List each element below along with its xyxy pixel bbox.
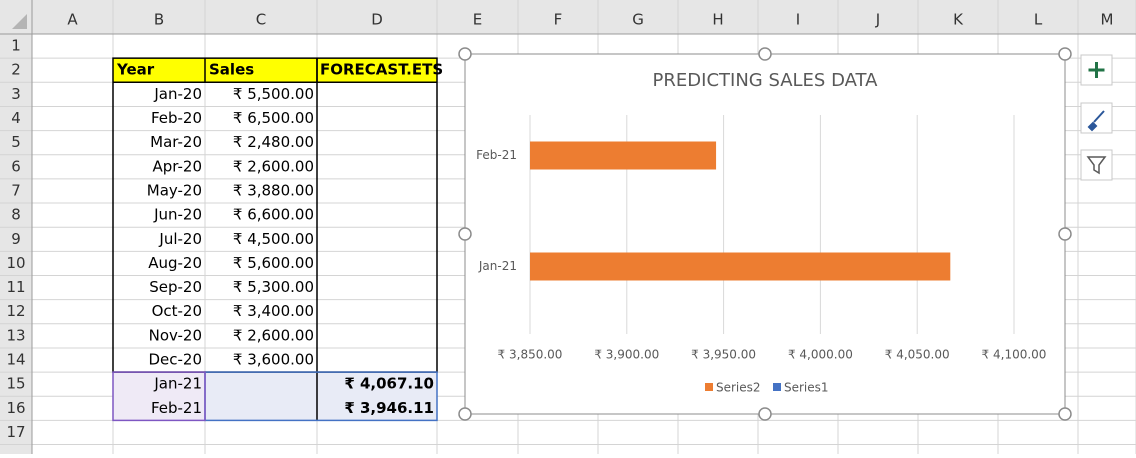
forecast-cell: ₹ 4,067.10 <box>344 375 434 393</box>
column-header: A <box>67 11 78 29</box>
table-header: FORECAST.ETS <box>320 61 443 79</box>
plus-icon <box>1088 62 1105 78</box>
year-cell: May-20 <box>147 181 202 199</box>
row-header-bar <box>0 34 32 454</box>
year-cell: Feb-21 <box>151 399 202 417</box>
category-label: Jan-21 <box>478 259 517 273</box>
row-header: 11 <box>6 278 25 296</box>
sales-cell: ₹ 3,600.00 <box>233 351 314 369</box>
year-cell: Jan-21 <box>153 375 202 393</box>
resize-handle <box>458 47 472 61</box>
x-tick-label: ₹ 3,950.00 <box>691 348 756 362</box>
column-header: B <box>154 11 164 29</box>
year-cell: Jul-20 <box>158 230 202 248</box>
legend-swatch <box>773 383 781 391</box>
column-header: L <box>1034 11 1043 29</box>
row-header: 16 <box>6 399 25 417</box>
x-tick-label: ₹ 4,000.00 <box>788 348 853 362</box>
legend-swatch <box>705 383 713 391</box>
year-cell: Apr-20 <box>153 157 203 175</box>
chart-title: PREDICTING SALES DATA <box>653 70 879 91</box>
row-header: 7 <box>11 181 21 199</box>
row-header: 8 <box>11 206 21 224</box>
row-header: 12 <box>6 302 25 320</box>
resize-handle <box>1058 407 1072 421</box>
row-header: 1 <box>11 37 21 55</box>
sales-cell: ₹ 4,500.00 <box>233 230 314 248</box>
row-header: 5 <box>11 133 21 151</box>
chart-area <box>464 53 1066 415</box>
select-all <box>12 14 27 29</box>
column-header: D <box>371 11 383 29</box>
x-tick-label: ₹ 4,100.00 <box>982 348 1047 362</box>
row-header: 4 <box>11 109 21 127</box>
sales-cell: ₹ 2,600.00 <box>233 326 314 344</box>
legend-label: Series2 <box>716 381 761 395</box>
row-header: 2 <box>11 61 21 79</box>
header-fill <box>113 58 437 83</box>
year-cell: Oct-20 <box>152 302 202 320</box>
forecast-cell: ₹ 3,946.11 <box>344 399 434 417</box>
table-header: Sales <box>209 61 254 79</box>
resize-handle <box>458 407 472 421</box>
year-cell: Dec-20 <box>148 351 202 369</box>
year-cell: Jun-20 <box>153 206 202 224</box>
row-header: 3 <box>11 85 21 103</box>
table-header: Year <box>116 61 155 79</box>
year-cell: Nov-20 <box>149 326 202 344</box>
sales-cell: ₹ 2,480.00 <box>233 133 314 151</box>
resize-handle <box>1058 227 1072 241</box>
x-tick-label: ₹ 4,050.00 <box>885 348 950 362</box>
year-cell: Feb-20 <box>151 109 202 127</box>
resize-handle <box>758 407 772 421</box>
column-header: C <box>256 11 266 29</box>
row-header: 10 <box>6 254 25 272</box>
row-header: 9 <box>11 230 21 248</box>
category-label: Feb-21 <box>476 148 517 162</box>
resize-handle <box>458 227 472 241</box>
resize-handle <box>758 47 772 61</box>
brush-icon <box>1087 110 1105 132</box>
row-header: 6 <box>11 157 21 175</box>
year-cell: Jan-20 <box>153 85 202 103</box>
row-header: 14 <box>6 351 25 369</box>
column-header-bar <box>0 0 1136 34</box>
legend-label: Series1 <box>784 381 829 395</box>
sales-cell: ₹ 5,500.00 <box>233 85 314 103</box>
column-header: J <box>875 11 880 29</box>
x-tick-label: ₹ 3,900.00 <box>594 348 659 362</box>
sales-cell: ₹ 2,600.00 <box>233 157 314 175</box>
filter-icon <box>1086 156 1107 175</box>
bar <box>530 141 717 170</box>
year-cell: Sep-20 <box>149 278 202 296</box>
row-header: 13 <box>6 326 25 344</box>
row-header: 17 <box>6 423 25 441</box>
sales-cell: ₹ 5,600.00 <box>233 254 314 272</box>
sales-cell: ₹ 6,600.00 <box>233 206 314 224</box>
row-header: 15 <box>6 375 25 393</box>
column-header: G <box>632 11 644 29</box>
sales-cell: ₹ 6,500.00 <box>233 109 314 127</box>
column-header: I <box>796 11 800 29</box>
resize-handle <box>1058 47 1072 61</box>
range-highlight-purple <box>112 371 206 422</box>
year-cell: Aug-20 <box>148 254 202 272</box>
column-header: H <box>712 11 723 29</box>
sales-cell: ₹ 3,880.00 <box>233 181 314 199</box>
column-header: M <box>1101 11 1114 29</box>
sales-cell: ₹ 5,300.00 <box>233 278 314 296</box>
column-header: K <box>953 11 964 29</box>
selection-fill-b <box>113 372 205 421</box>
year-cell: Mar-20 <box>150 133 202 151</box>
bar <box>530 252 951 281</box>
sales-cell: ₹ 3,400.00 <box>233 302 314 320</box>
column-header: F <box>554 11 563 29</box>
x-tick-label: ₹ 3,850.00 <box>498 348 563 362</box>
column-header: E <box>473 11 482 29</box>
